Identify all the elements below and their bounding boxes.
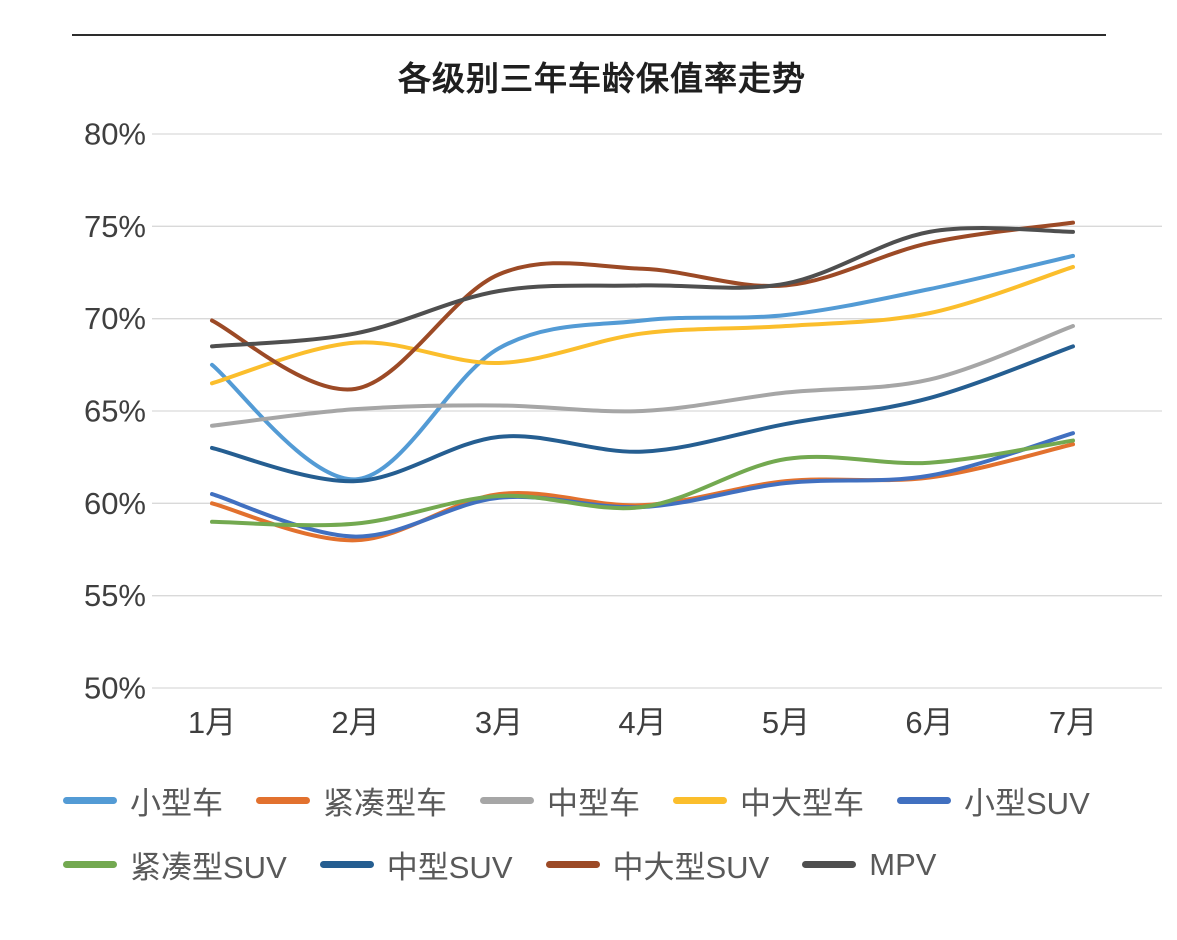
x-axis-tick-label: 3月 — [475, 705, 523, 740]
series-line-中型SUV — [210, 344, 1075, 484]
x-axis-tick-label: 2月 — [331, 705, 379, 740]
legend-swatch-icon — [63, 861, 117, 868]
legend-swatch-icon — [897, 797, 951, 804]
x-axis-tick-label: 7月 — [1049, 705, 1097, 740]
legend-item-MPV: MPV — [802, 847, 936, 883]
y-axis-tick-label: 65% — [84, 394, 146, 429]
legend-label: 紧凑型车 — [323, 786, 447, 821]
legend-label: MPV — [869, 846, 937, 882]
legend-label: 中型车 — [547, 786, 640, 821]
legend-swatch-icon — [480, 797, 534, 804]
legend-label: 小型SUV — [964, 786, 1090, 821]
legend-swatch-icon — [319, 861, 374, 868]
y-axis-tick-label: 70% — [84, 301, 146, 336]
legend-row: 紧凑型SUV 中型SUV 中大型SUV MPV — [63, 842, 1158, 887]
legend-item-中大型车: 中大型车 — [673, 778, 864, 823]
y-axis-tick-label: 75% — [84, 209, 146, 244]
legend-swatch-icon — [802, 861, 857, 868]
legend-item-紧凑型SUV: 紧凑型SUV — [63, 842, 287, 887]
legend-item-紧凑型车: 紧凑型车 — [256, 778, 447, 823]
top-divider — [72, 34, 1106, 36]
series-line-小型车 — [210, 253, 1075, 482]
legend-swatch-icon — [63, 797, 117, 804]
legend-label: 中大型车 — [740, 786, 864, 821]
legend-item-小型车: 小型车 — [63, 778, 223, 823]
y-axis-tick-label: 80% — [84, 117, 146, 152]
y-axis-tick-label: 50% — [84, 671, 146, 706]
legend-swatch-icon — [256, 797, 310, 804]
series-line-小型SUV — [210, 431, 1075, 539]
legend-item-中型车: 中型车 — [480, 778, 640, 823]
legend-label: 中大型SUV — [612, 850, 770, 885]
series-line-中大型SUV — [210, 220, 1075, 392]
series-line-中型车 — [210, 324, 1075, 428]
legend-swatch-icon — [673, 797, 727, 804]
legend-row: 小型车 紧凑型车 中型车 中大型车 小型SUV — [63, 778, 1158, 823]
legend-label: 小型车 — [130, 786, 223, 821]
series-line-紧凑型SUV — [210, 438, 1075, 528]
y-axis-tick-label: 60% — [84, 486, 146, 521]
legend-item-小型SUV: 小型SUV — [897, 778, 1090, 823]
x-axis-tick-label: 5月 — [762, 705, 810, 740]
x-axis-tick-label: 6月 — [905, 705, 953, 740]
legend-swatch-icon — [545, 861, 600, 868]
legend-item-中型SUV: 中型SUV — [319, 842, 513, 887]
legend-label: 中型SUV — [386, 850, 513, 885]
chart-legend: 小型车 紧凑型车 中型车 中大型车 小型SUV 紧凑型SUV 中型SUV 中大型SUV MPV — [63, 778, 1158, 887]
y-axis-tick-label: 55% — [84, 578, 146, 613]
chart-title: 各级别三年车龄保值率走势 — [398, 60, 806, 97]
series-line-MPV — [210, 226, 1075, 349]
x-axis-tick-label: 4月 — [618, 705, 666, 740]
legend-item-中大型SUV: 中大型SUV — [545, 842, 770, 887]
legend-label: 紧凑型SUV — [130, 850, 287, 885]
series-line-中大型车 — [210, 264, 1075, 386]
x-axis-tick-label: 1月 — [188, 705, 236, 740]
